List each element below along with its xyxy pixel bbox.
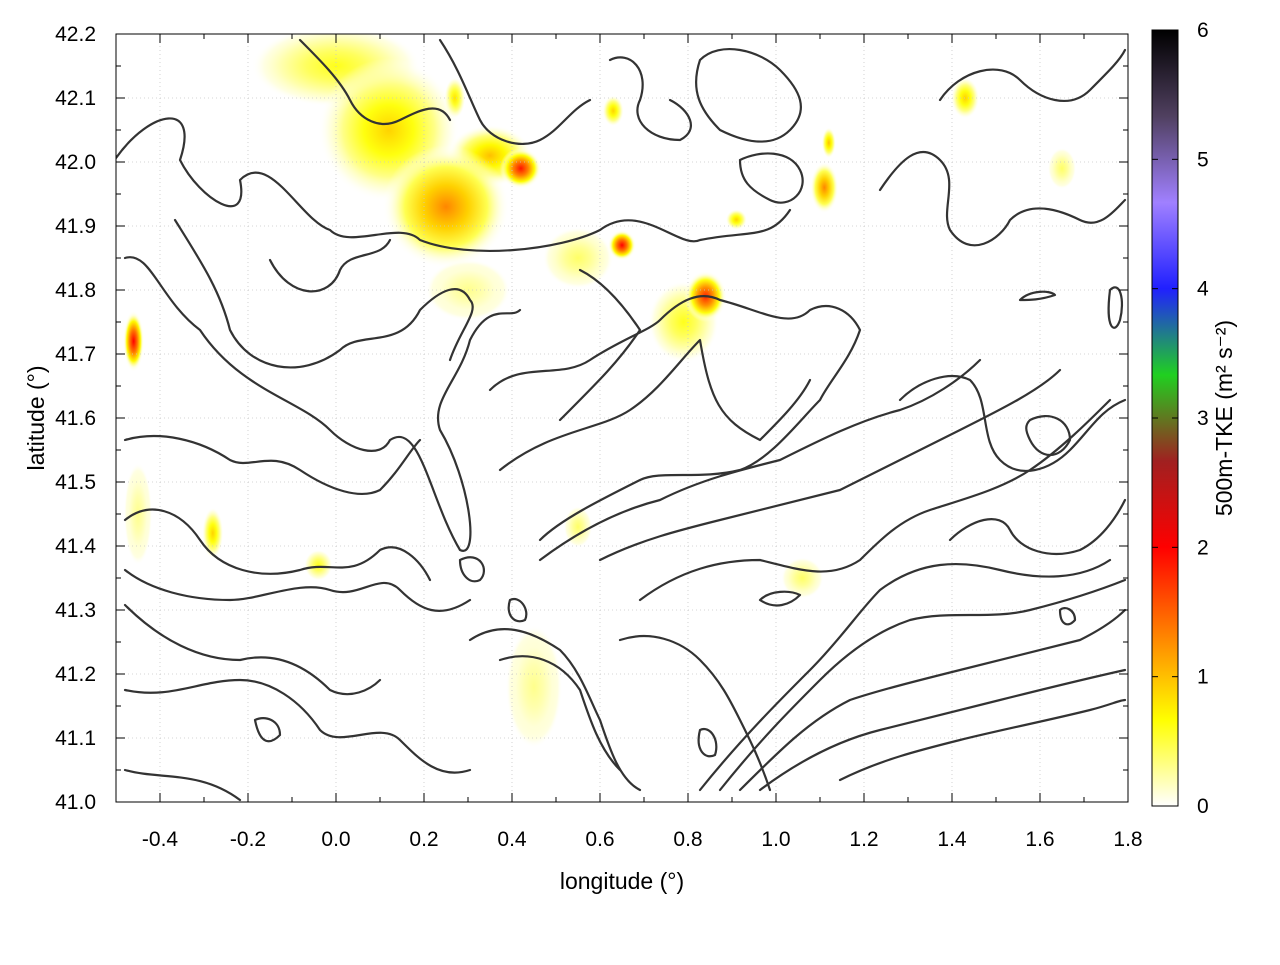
contour-line: [498, 338, 812, 472]
contour-line: [268, 238, 392, 293]
contour-line: [538, 358, 982, 562]
contour-line: [758, 590, 802, 607]
contour-line: [1058, 606, 1077, 626]
x-tick-label: 0.8: [673, 828, 702, 851]
tke-hotspot: [725, 209, 747, 230]
colorbar-tick-label: 1: [1197, 666, 1209, 689]
x-tick-label: 0.6: [585, 828, 614, 851]
contour-line: [1025, 415, 1072, 456]
contour-line: [173, 218, 474, 369]
contour-line: [253, 717, 282, 743]
x-tick-label: 1.2: [849, 828, 878, 851]
contour-line: [116, 117, 792, 252]
contour-line: [1107, 286, 1124, 329]
contour-line: [878, 150, 1127, 247]
tke-hotspot: [542, 227, 614, 289]
contour-line: [938, 48, 1127, 102]
x-tick-label: 1.8: [1113, 828, 1142, 851]
contour-line: [488, 295, 862, 542]
x-tick-label: 1.6: [1025, 828, 1054, 851]
y-axis-tick-labels: 41.0 41.1 41.2 41.3 41.4 41.5 41.6 41.7 41.8 41.9…: [55, 23, 96, 814]
y-tick-label: 42.2: [55, 23, 96, 46]
contour-line: [698, 558, 1112, 792]
contour-line: [498, 655, 622, 772]
contour-line: [638, 398, 1112, 602]
x-tick-label: 0.0: [321, 828, 350, 851]
tke-hotspot: [1047, 147, 1077, 189]
y-tick-label: 41.2: [55, 663, 96, 686]
tke-hotspot: [602, 95, 624, 127]
contour-line: [468, 628, 642, 792]
y-tick-label: 41.3: [55, 599, 96, 622]
y-axis-label: latitude (°): [23, 365, 49, 470]
colorbar-tick-label: 5: [1197, 148, 1209, 171]
colorbar-tick-label: 2: [1197, 536, 1209, 559]
contour-line: [738, 608, 1127, 792]
contour-line: [558, 268, 642, 422]
tke-hotspot: [304, 549, 333, 581]
contour-line: [123, 256, 522, 552]
contour-line: [507, 597, 528, 623]
tke-hotspot: [202, 507, 224, 559]
contour-lines: [116, 38, 1127, 802]
y-tick-label: 41.4: [55, 535, 96, 558]
colorbar-label: 500m-TKE (m² s⁻²): [1211, 320, 1237, 516]
contour-line: [758, 668, 1127, 792]
contour-line: [697, 727, 718, 758]
heatmap-field: [123, 34, 1077, 749]
tke-hotspot: [607, 229, 637, 261]
y-tick-label: 41.9: [55, 215, 96, 238]
contour-line: [608, 56, 692, 142]
tke-hotspot: [505, 625, 563, 749]
contour-line: [695, 48, 802, 143]
x-axis-tick-labels: -0.4 -0.2 0.0 0.2 0.4 0.6 0.8 1.0 1.2 1.4 1.6 1.8: [142, 828, 1143, 851]
tke-hotspot: [810, 162, 839, 214]
x-tick-label: 0.2: [409, 828, 438, 851]
contour-line: [123, 768, 242, 802]
contour-line: [123, 603, 382, 696]
tke-hotspot: [123, 310, 145, 372]
y-tick-label: 41.0: [55, 791, 96, 814]
contour-line: [838, 698, 1127, 782]
y-tick-label: 42.1: [55, 87, 96, 110]
x-tick-label: 1.0: [761, 828, 790, 851]
contour-line: [458, 556, 485, 583]
y-tick-label: 41.7: [55, 343, 96, 366]
contour-line: [123, 678, 472, 774]
contour-line: [948, 498, 1127, 555]
contour-line: [298, 38, 452, 125]
contour-line: [738, 152, 804, 204]
contour-line: [438, 38, 592, 145]
y-tick-label: 42.0: [55, 151, 96, 174]
y-tick-label: 41.6: [55, 407, 96, 430]
colorbar-tick-label: 6: [1197, 19, 1209, 42]
x-tick-label: -0.2: [230, 828, 266, 851]
contour-line: [898, 375, 1127, 472]
contour-line: [123, 568, 472, 612]
contour-line: [1018, 290, 1057, 302]
tke-hotspot: [382, 145, 510, 269]
contour-line: [718, 578, 1127, 792]
colorbar-tick-label: 4: [1197, 278, 1209, 301]
colorbar-tick-label: 0: [1197, 795, 1209, 818]
x-axis-label: longitude (°): [560, 868, 684, 894]
y-tick-label: 41.8: [55, 279, 96, 302]
colorbar-tick-label: 3: [1197, 407, 1209, 430]
contour-line: [598, 368, 1062, 562]
y-tick-label: 41.5: [55, 471, 96, 494]
tke-hotspot: [499, 147, 542, 189]
tke-hotspot: [123, 462, 153, 566]
x-tick-label: 1.4: [937, 828, 967, 851]
tke-hotspot: [951, 77, 980, 119]
x-tick-label: 0.4: [497, 828, 527, 851]
y-tick-label: 41.1: [55, 727, 96, 750]
x-tick-label: -0.4: [142, 828, 179, 851]
colorbar-ticks: 0 1 2 3 4 5 6: [1152, 19, 1209, 818]
contour-line: [123, 434, 422, 495]
tke-hotspot: [821, 127, 836, 159]
contour-line: [123, 508, 432, 582]
axis-ticks: [115, 33, 1129, 803]
